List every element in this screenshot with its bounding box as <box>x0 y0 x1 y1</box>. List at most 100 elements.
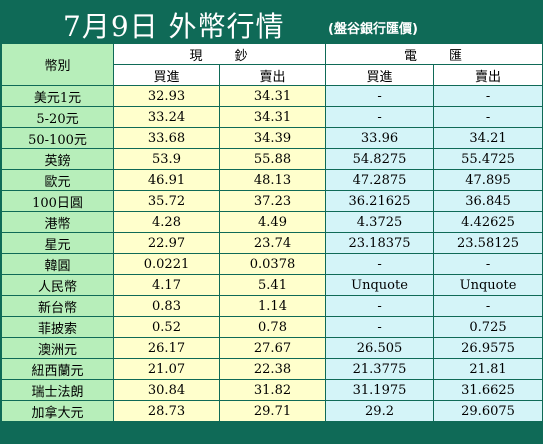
group-header-row: 幣別 現 鈔 電 匯 <box>2 44 543 85</box>
cash-sell-cell: 0.0378 <box>220 254 326 274</box>
currency-name-cell: 英鎊 <box>2 149 113 169</box>
table-row: 100日圓 35.72 37.23 36.21625 36.845 <box>2 191 543 211</box>
spot-sell-cell: - <box>434 296 543 316</box>
table-row: 新台幣 0.83 1.14- - <box>2 296 543 316</box>
table-row: 韓圓 0.0221 0.0378- - <box>2 254 543 274</box>
cash-buy-cell: 26.17 <box>114 338 219 358</box>
table-row: 紐西蘭元 21.07 22.38 21.3775 21.81 <box>2 359 543 379</box>
table-row: 港幣 4.28 4.49 4.3725 4.42625 <box>2 212 543 232</box>
cash-buy-header: 買進 <box>114 65 219 85</box>
cash-sell-cell: 4.49 <box>220 212 326 232</box>
currency-name-cell: 加拿大元 <box>2 401 113 421</box>
spot-buy-cell: 47.2875 <box>326 170 434 190</box>
spot-sell-cell: - <box>434 107 543 127</box>
exchange-rate-table: 幣別 現 鈔 電 匯 買進 賣出 買進 賣出 美元1元 32.93 34.31- -5… <box>1 43 543 422</box>
spot-sell-cell: Unquote <box>434 275 543 295</box>
spot-sell-cell: 29.6075 <box>434 401 543 421</box>
table-row: 星元 22.97 23.74 23.18375 23.58125 <box>2 233 543 253</box>
cash-sell-cell: 0.78 <box>220 317 326 337</box>
spot-buy-cell: - <box>326 296 434 316</box>
spot-sell-cell: 0.725 <box>434 317 543 337</box>
cash-sell-cell: 31.82 <box>220 380 326 400</box>
cash-buy-cell: 0.52 <box>114 317 219 337</box>
spot-sell-cell: 47.895 <box>434 170 543 190</box>
spot-sell-cell: 31.6625 <box>434 380 543 400</box>
table-row: 50-100元 33.68 34.39 33.96 34.21 <box>2 128 543 148</box>
currency-name-cell: 韓圓 <box>2 254 113 274</box>
cash-sell-cell: 34.31 <box>220 107 326 127</box>
table-row: 加拿大元 28.73 29.71 29.2 29.6075 <box>2 401 543 421</box>
currency-name-cell: 50-100元 <box>2 128 113 148</box>
cash-buy-cell: 35.72 <box>114 191 219 211</box>
spot-buy-cell: - <box>326 107 434 127</box>
cash-sell-cell: 37.23 <box>220 191 326 211</box>
currency-name-cell: 澳洲元 <box>2 338 113 358</box>
cash-buy-cell: 21.07 <box>114 359 219 379</box>
spot-sell-cell: 34.21 <box>434 128 543 148</box>
spot-buy-cell: - <box>326 254 434 274</box>
currency-name-cell: 美元1元 <box>2 86 113 106</box>
cash-group-header: 現 鈔 <box>114 44 326 64</box>
spot-sell-cell: 23.58125 <box>434 233 543 253</box>
currency-name-cell: 5-20元 <box>2 107 113 127</box>
spot-buy-cell: 29.2 <box>326 401 434 421</box>
spot-buy-cell: 26.505 <box>326 338 434 358</box>
cash-buy-cell: 46.91 <box>114 170 219 190</box>
cash-sell-header: 賣出 <box>220 65 326 85</box>
cash-buy-cell: 0.0221 <box>114 254 219 274</box>
spot-sell-cell: - <box>434 254 543 274</box>
cash-sell-cell: 55.88 <box>220 149 326 169</box>
cash-sell-cell: 5.41 <box>220 275 326 295</box>
spot-buy-header: 買進 <box>326 65 434 85</box>
spot-buy-cell: Unquote <box>326 275 434 295</box>
table-row: 美元1元 32.93 34.31- - <box>2 86 543 106</box>
currency-name-cell: 菲披索 <box>2 317 113 337</box>
cash-sell-cell: 34.31 <box>220 86 326 106</box>
cash-sell-cell: 48.13 <box>220 170 326 190</box>
table-row: 人民幣 4.17 5.41 Unquote Unquote <box>2 275 543 295</box>
cash-sell-cell: 27.67 <box>220 338 326 358</box>
cash-buy-cell: 33.24 <box>114 107 219 127</box>
currency-name-cell: 新台幣 <box>2 296 113 316</box>
currency-name-cell: 瑞士法朗 <box>2 380 113 400</box>
spot-sell-cell: - <box>434 86 543 106</box>
table-row: 瑞士法朗 30.84 31.82 31.1975 31.6625 <box>2 380 543 400</box>
currency-name-cell: 人民幣 <box>2 275 113 295</box>
cash-buy-cell: 30.84 <box>114 380 219 400</box>
spot-sell-cell: 26.9575 <box>434 338 543 358</box>
spot-sell-cell: 36.845 <box>434 191 543 211</box>
spot-sell-cell: 4.42625 <box>434 212 543 232</box>
spot-sell-cell: 55.4725 <box>434 149 543 169</box>
spot-buy-cell: - <box>326 317 434 337</box>
cash-sell-cell: 22.38 <box>220 359 326 379</box>
currency-name-cell: 港幣 <box>2 212 113 232</box>
sub-header-row: 買進 賣出 買進 賣出 <box>2 65 543 85</box>
spot-buy-cell: - <box>326 86 434 106</box>
cash-buy-cell: 33.68 <box>114 128 219 148</box>
spot-buy-cell: 4.3725 <box>326 212 434 232</box>
spot-buy-cell: 33.96 <box>326 128 434 148</box>
spot-sell-cell: 21.81 <box>434 359 543 379</box>
spot-buy-cell: 54.8275 <box>326 149 434 169</box>
table-row: 英鎊 53.9 55.88 54.8275 55.4725 <box>2 149 543 169</box>
cash-sell-cell: 34.39 <box>220 128 326 148</box>
table-row: 歐元 46.91 48.13 47.2875 47.895 <box>2 170 543 190</box>
spot-sell-header: 賣出 <box>434 65 543 85</box>
cash-buy-cell: 0.83 <box>114 296 219 316</box>
cash-buy-cell: 53.9 <box>114 149 219 169</box>
cash-sell-cell: 1.14 <box>220 296 326 316</box>
table-row: 澳洲元 26.17 27.67 26.505 26.9575 <box>2 338 543 358</box>
spot-group-header: 電 匯 <box>326 44 543 64</box>
cash-buy-cell: 28.73 <box>114 401 219 421</box>
header-bar: 7月9日 外幣行情 (盤谷銀行匯價) <box>1 1 542 43</box>
table-row: 5-20元 33.24 34.31- - <box>2 107 543 127</box>
currency-name-cell: 紐西蘭元 <box>2 359 113 379</box>
currency-name-cell: 星元 <box>2 233 113 253</box>
rate-rows: 美元1元 32.93 34.31- -5-20元 33.24 34.31- -50-100元… <box>2 86 543 421</box>
spot-buy-cell: 31.1975 <box>326 380 434 400</box>
cash-buy-cell: 32.93 <box>114 86 219 106</box>
spot-buy-cell: 36.21625 <box>326 191 434 211</box>
cash-buy-cell: 4.17 <box>114 275 219 295</box>
table-row: 菲披索 0.52 0.78-0.725 <box>2 317 543 337</box>
cash-sell-cell: 29.71 <box>220 401 326 421</box>
